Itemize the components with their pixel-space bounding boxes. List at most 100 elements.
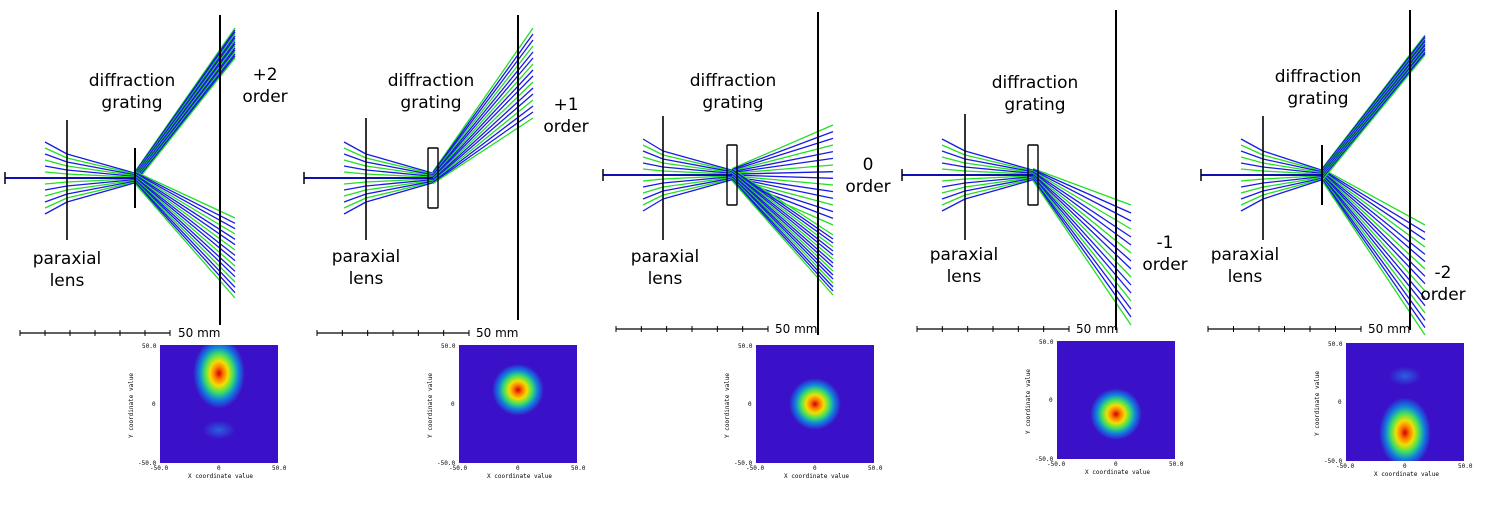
input-ray xyxy=(343,189,367,197)
focusing-ray xyxy=(365,178,434,187)
focusing-ray xyxy=(66,153,136,174)
scale-bar-label: 50 mm xyxy=(1368,322,1411,336)
input-ray xyxy=(941,194,966,206)
diffracted-ray xyxy=(1032,176,1132,294)
focusing-ray xyxy=(66,178,136,183)
input-ray xyxy=(343,153,367,163)
spot-diagram: -50.0 0 50.0 50.0 0 -50.0 X coordinate value Y … xyxy=(120,342,300,487)
focusing-ray xyxy=(1262,162,1323,174)
focusing-ray xyxy=(365,169,434,178)
y-tick-max: 50.0 xyxy=(441,343,456,350)
diffracted-ray xyxy=(731,144,834,172)
focusing-ray xyxy=(662,176,733,188)
ray-diagram xyxy=(602,12,834,335)
y-tick-max: 50.0 xyxy=(1328,341,1343,348)
diffracted-ray xyxy=(731,157,834,174)
diffracted-ray xyxy=(1321,171,1426,255)
input-ray xyxy=(1240,162,1264,168)
diffracted-ray xyxy=(731,137,834,171)
scale-bar-label: 50 mm xyxy=(476,326,519,340)
diffracted-ray xyxy=(432,75,534,179)
focusing-ray xyxy=(365,182,434,203)
diffracted-ray xyxy=(731,164,834,175)
order-label: +1 order xyxy=(543,95,589,137)
spot-intensity-map xyxy=(160,345,278,463)
diffracted-ray xyxy=(134,183,236,299)
diffracted-ray xyxy=(1032,178,1132,310)
input-ray xyxy=(1240,150,1264,160)
input-ray xyxy=(642,162,664,168)
input-ray xyxy=(343,185,367,191)
diffracted-ray xyxy=(432,51,534,176)
diffracted-ray xyxy=(1321,170,1426,248)
diffracted-ray xyxy=(1032,171,1132,238)
focusing-ray xyxy=(662,170,733,175)
focusing-ray xyxy=(662,154,733,172)
panel-order-minus1: diffraction grating -1 order paraxial lens … xyxy=(897,0,1196,516)
diffracted-ray xyxy=(134,171,236,219)
y-tick-min: -50.0 xyxy=(734,460,753,467)
scale-bar-label: 50 mm xyxy=(1076,322,1119,336)
focusing-ray xyxy=(662,162,733,174)
focusing-ray xyxy=(964,177,1034,192)
y-tick-mid: 0 xyxy=(1338,399,1342,406)
input-ray xyxy=(941,198,966,212)
focusing-ray xyxy=(964,179,1034,200)
focusing-ray xyxy=(66,161,136,176)
focusing-ray xyxy=(365,157,434,175)
input-ray xyxy=(642,178,664,182)
diffracted-ray xyxy=(432,45,534,175)
diffracted-ray xyxy=(731,172,834,256)
input-ray xyxy=(1240,138,1264,152)
spot-diagram: -50.0 0 50.0 50.0 0 -50.0 X coordinate value Y … xyxy=(1017,338,1197,483)
input-ray xyxy=(44,171,68,175)
diffracted-ray xyxy=(1032,174,1132,270)
y-tick-mid: 0 xyxy=(152,401,156,408)
diffracted-ray xyxy=(432,69,534,178)
order-label: -2 order xyxy=(1420,263,1466,305)
grating-label: diffraction grating xyxy=(387,71,475,113)
focusing-ray xyxy=(662,177,733,192)
input-ray xyxy=(642,198,664,212)
focusing-ray xyxy=(1262,154,1323,172)
input-ray xyxy=(1240,182,1264,188)
x-tick-mid: 0 xyxy=(217,465,221,472)
ray-diagram xyxy=(901,10,1132,332)
y-tick-min: -50.0 xyxy=(1324,458,1343,465)
input-ray xyxy=(44,141,68,155)
panel-order-plus1: diffraction grating +1 order paraxial lens … xyxy=(299,0,598,516)
diffracted-ray xyxy=(1321,173,1426,277)
spot-intensity-map xyxy=(756,345,874,463)
focusing-ray xyxy=(1262,170,1323,175)
grating-label: diffraction grating xyxy=(689,71,777,113)
diffracted-ray xyxy=(134,175,236,251)
focusing-ray xyxy=(66,182,136,203)
diffracted-ray xyxy=(134,180,236,283)
lens-label: paraxial lens xyxy=(32,249,102,291)
input-ray xyxy=(1240,194,1264,206)
input-ray xyxy=(44,197,68,209)
diffracted-ray xyxy=(1321,180,1426,336)
x-axis-label: X coordinate value xyxy=(1085,469,1151,476)
scale-bar-label: 50 mm xyxy=(775,322,818,336)
input-ray xyxy=(1240,168,1264,172)
focusing-ray xyxy=(964,175,1034,180)
focusing-ray xyxy=(964,176,1034,188)
focusing-ray xyxy=(365,173,434,178)
focusing-ray xyxy=(1262,176,1323,188)
diffracted-ray xyxy=(134,179,236,278)
grating-label: diffraction grating xyxy=(88,71,176,113)
ray-diagram xyxy=(4,15,236,336)
diffracted-ray xyxy=(1321,176,1426,299)
input-ray xyxy=(941,156,966,164)
diffracted-ray xyxy=(134,182,236,294)
focusing-ray xyxy=(1262,150,1323,171)
ray-diagram xyxy=(1200,10,1426,336)
diffracted-ray xyxy=(731,168,834,236)
y-tick-mid: 0 xyxy=(1049,397,1053,404)
diffracted-ray xyxy=(1321,179,1426,329)
diffracted-ray xyxy=(134,175,236,246)
order-label: -1 order xyxy=(1142,233,1188,275)
diffracted-ray xyxy=(432,117,534,185)
x-axis-label: X coordinate value xyxy=(188,473,254,480)
